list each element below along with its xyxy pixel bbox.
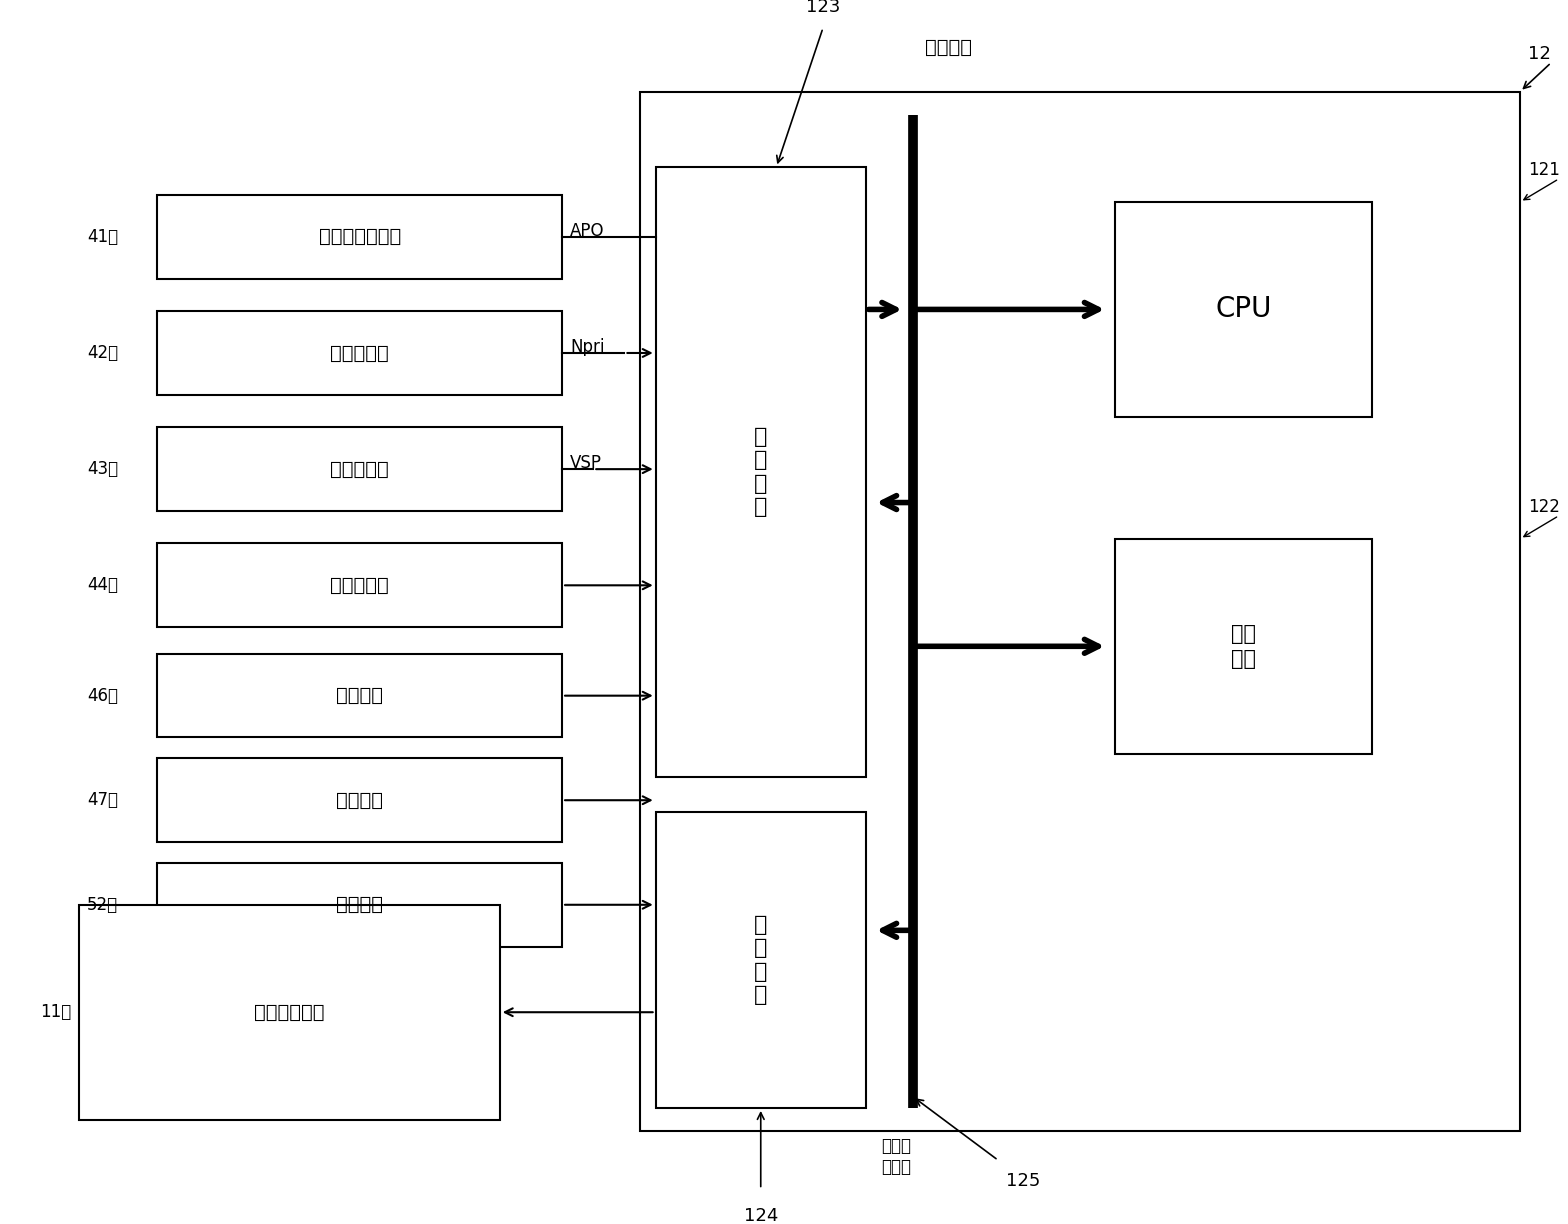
Text: 11～: 11～: [41, 1004, 72, 1021]
Text: 123: 123: [806, 0, 840, 16]
Text: 车速传感器: 车速传感器: [331, 460, 389, 479]
FancyBboxPatch shape: [157, 311, 563, 395]
Text: 52～: 52～: [88, 896, 118, 914]
Text: 输
出
接
口: 输 出 接 口: [754, 916, 767, 1005]
Text: VSP: VSP: [569, 454, 602, 472]
Text: CPU: CPU: [1215, 295, 1272, 323]
Text: 踏板开关: 踏板开关: [336, 895, 383, 914]
Text: 124: 124: [743, 1207, 778, 1224]
Text: 125: 125: [1007, 1171, 1041, 1190]
Text: 输入接口: 输入接口: [925, 38, 972, 56]
Text: 变速控
制信号: 变速控 制信号: [881, 1137, 911, 1176]
Text: 转速传感器: 转速传感器: [331, 344, 389, 362]
Text: Npri: Npri: [569, 338, 604, 356]
FancyBboxPatch shape: [80, 905, 500, 1120]
FancyBboxPatch shape: [1115, 202, 1372, 417]
Text: 121: 121: [1527, 160, 1560, 179]
Text: 42～: 42～: [88, 344, 118, 362]
Text: 41～: 41～: [88, 228, 118, 246]
Text: 46～: 46～: [88, 687, 118, 705]
FancyBboxPatch shape: [655, 168, 866, 777]
Text: 输
入
接
口: 输 入 接 口: [754, 427, 767, 517]
Text: 油门开度传感器: 油门开度传感器: [318, 228, 401, 246]
Text: 47～: 47～: [88, 791, 118, 809]
FancyBboxPatch shape: [1115, 539, 1372, 754]
Text: 12: 12: [1527, 44, 1551, 62]
FancyBboxPatch shape: [157, 427, 563, 510]
FancyBboxPatch shape: [640, 92, 1519, 1131]
FancyBboxPatch shape: [157, 654, 563, 738]
FancyBboxPatch shape: [157, 759, 563, 842]
FancyBboxPatch shape: [157, 195, 563, 279]
Text: 43～: 43～: [88, 460, 118, 479]
Text: 122: 122: [1527, 498, 1560, 515]
FancyBboxPatch shape: [157, 543, 563, 627]
Text: 油温传感器: 油温传感器: [331, 575, 389, 595]
Text: 44～: 44～: [88, 577, 118, 595]
Text: 断路开关: 断路开关: [336, 687, 383, 705]
Text: 存储
装置: 存储 装置: [1231, 624, 1256, 668]
FancyBboxPatch shape: [655, 812, 866, 1108]
FancyBboxPatch shape: [157, 863, 563, 946]
Text: 液压控制回路: 液压控制回路: [254, 1002, 325, 1022]
Text: 制动开关: 制动开关: [336, 791, 383, 810]
Text: APO: APO: [569, 222, 604, 240]
